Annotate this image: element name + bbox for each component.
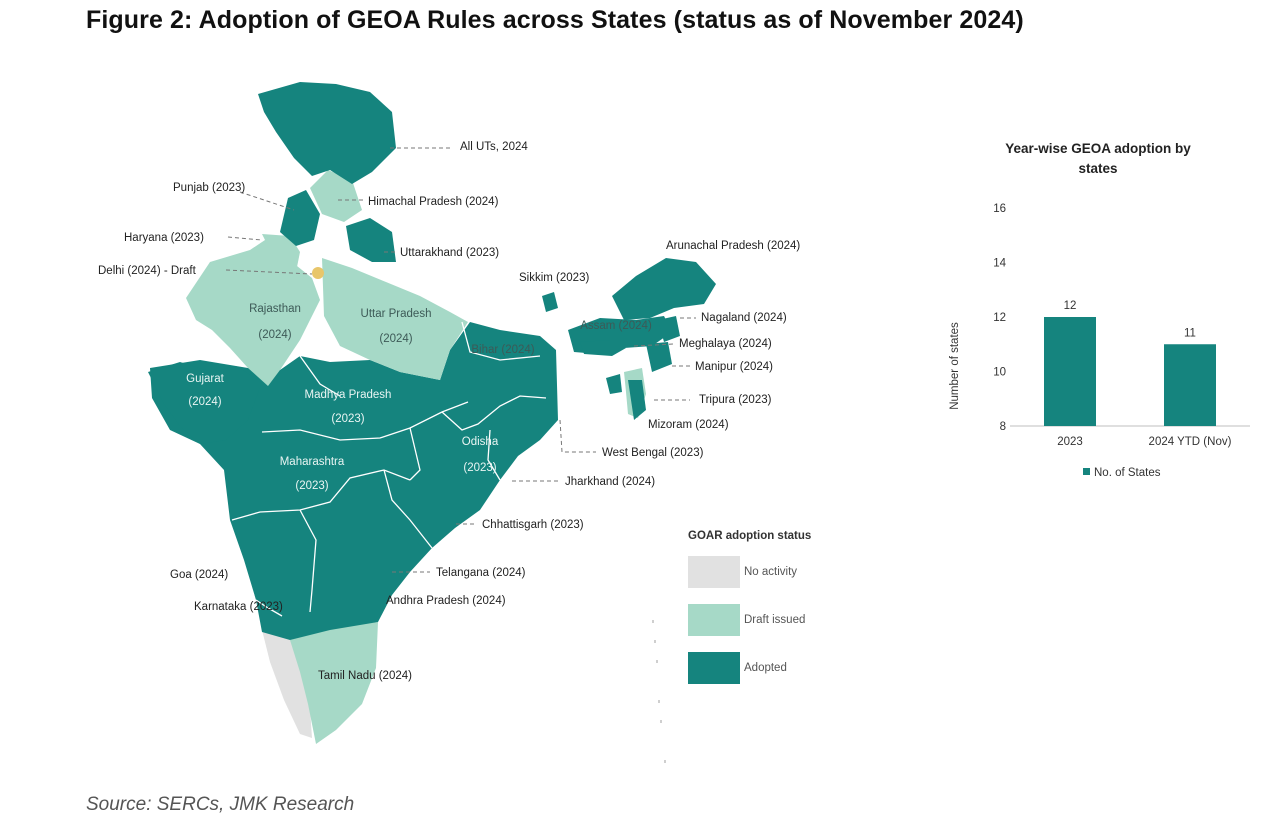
callout-arunachal: Arunachal Pradesh (2024) xyxy=(666,240,800,252)
inset-up-name: Uttar Pradesh xyxy=(361,308,432,320)
callout-karnataka: Karnataka (2023) xyxy=(194,601,283,613)
region-himachal-pradesh xyxy=(310,170,362,222)
region-delhi xyxy=(312,267,324,279)
bar xyxy=(1164,344,1216,426)
legend-label: Draft issued xyxy=(744,614,806,626)
y-tick-label: 10 xyxy=(993,367,1006,379)
region-jammu-kashmir xyxy=(258,82,396,184)
y-tick-label: 14 xyxy=(993,258,1006,270)
callout-goa: Goa (2024) xyxy=(170,569,228,581)
callout-jharkhand: Jharkhand (2024) xyxy=(565,476,655,488)
callout-chhattisgarh: Chhattisgarh (2023) xyxy=(482,519,584,531)
region-uttarakhand xyxy=(346,218,396,262)
legend-item-draft: Draft issued xyxy=(688,604,888,636)
legend-label: No activity xyxy=(744,566,798,578)
legend-swatch-adopted xyxy=(688,652,740,684)
chart-legend: No. of States xyxy=(1083,467,1161,479)
inset-gujarat-year: (2024) xyxy=(188,396,221,408)
figure-title: Figure 2: Adoption of GEOA Rules across … xyxy=(86,6,1024,34)
india-map: All UTs, 2024 Punjab (2023) Himachal Pra… xyxy=(98,82,800,763)
callout-all-uts: All UTs, 2024 xyxy=(460,141,528,153)
y-tick-label: 12 xyxy=(993,312,1006,324)
callout-manipur: Manipur (2024) xyxy=(695,361,773,373)
y-tick-label: 8 xyxy=(1000,421,1006,433)
region-adopted-mainland xyxy=(150,322,558,640)
y-tick-label: 16 xyxy=(993,203,1006,215)
region-tamil-nadu xyxy=(290,622,378,744)
inset-odisha-year: (2023) xyxy=(463,462,496,474)
inset-up-year: (2024) xyxy=(379,333,412,345)
legend-item-no-activity: No activity xyxy=(688,556,888,588)
inset-maharashtra-year: (2023) xyxy=(295,480,328,492)
leader-haryana xyxy=(227,236,263,241)
callout-andhra: Andhra Pradesh (2024) xyxy=(386,595,506,607)
region-sikkim xyxy=(542,292,558,312)
bar-chart: Year-wise GEOA adoption by states Number… xyxy=(949,141,1250,479)
callout-delhi: Delhi (2024) - Draft xyxy=(98,265,197,277)
region-mizoram-south xyxy=(628,380,646,420)
callout-uttarakhand: Uttarakhand (2023) xyxy=(400,247,499,259)
callout-punjab: Punjab (2023) xyxy=(173,182,245,194)
region-manipur xyxy=(646,342,672,372)
callout-meghalaya: Meghalaya (2024) xyxy=(679,338,772,350)
x-tick-label: 2023 xyxy=(1057,436,1083,448)
leader-delhi xyxy=(225,269,313,275)
region-nagaland xyxy=(658,316,680,342)
x-tick-label: 2024 YTD (Nov) xyxy=(1149,436,1232,448)
state-boundaries xyxy=(231,321,547,617)
legend-title: GOAR adoption status xyxy=(688,530,812,542)
region-tripura xyxy=(606,374,622,394)
bar xyxy=(1044,317,1096,426)
region-uttar-pradesh xyxy=(322,258,468,380)
andaman-islands xyxy=(652,620,666,763)
legend-swatch-draft xyxy=(688,604,740,636)
legend-label: Adopted xyxy=(744,662,787,674)
region-arunachal xyxy=(612,258,716,320)
inset-maharashtra-name: Maharashtra xyxy=(280,456,345,468)
inset-gujarat-name: Gujarat xyxy=(186,373,225,385)
inset-assam: Assam (2024) xyxy=(580,320,652,332)
legend-item-adopted: Adopted xyxy=(688,652,888,684)
bar-data-label: 11 xyxy=(1184,327,1196,339)
callout-nagaland: Nagaland (2024) xyxy=(701,312,787,324)
inset-bihar: Bihar (2024) xyxy=(471,344,534,356)
region-haryana xyxy=(262,234,300,272)
region-gujarat xyxy=(148,362,262,444)
inset-mp-name: Madhya Pradesh xyxy=(305,389,392,401)
callout-west-bengal: West Bengal (2023) xyxy=(602,447,704,459)
legend: GOAR adoption status No activity Draft i… xyxy=(688,530,888,700)
region-meghalaya xyxy=(580,340,626,356)
callout-mizoram: Mizoram (2024) xyxy=(648,419,729,431)
y-axis-label: Number of states xyxy=(949,322,961,410)
inset-rajasthan-name: Rajasthan xyxy=(249,303,301,315)
chart-title-line-1: Year-wise GEOA adoption by xyxy=(1005,141,1191,156)
source-note: Source: SERCs, JMK Research xyxy=(86,794,355,815)
region-rajasthan xyxy=(186,238,320,386)
bars: 12 2023 11 2024 YTD (Nov) xyxy=(1044,300,1232,448)
y-ticks: 8 10 12 14 16 xyxy=(993,203,1006,433)
leader-punjab xyxy=(239,191,295,211)
leader-west-bengal xyxy=(559,419,596,453)
region-punjab xyxy=(280,190,320,246)
inset-rajasthan-year: (2024) xyxy=(258,329,291,341)
callout-himachal: Himachal Pradesh (2024) xyxy=(368,196,499,208)
callout-sikkim: Sikkim (2023) xyxy=(519,272,589,284)
inset-mp-year: (2023) xyxy=(331,413,364,425)
callout-haryana: Haryana (2023) xyxy=(124,232,204,244)
callout-tripura: Tripura (2023) xyxy=(699,394,772,406)
chart-legend-swatch xyxy=(1083,468,1090,475)
chart-legend-label: No. of States xyxy=(1094,467,1161,479)
bar-data-label: 12 xyxy=(1064,300,1077,312)
legend-swatch-no-activity xyxy=(688,556,740,588)
chart-title-line-2: states xyxy=(1078,161,1117,176)
callout-tamil-nadu: Tamil Nadu (2024) xyxy=(318,670,412,682)
callout-telangana: Telangana (2024) xyxy=(436,567,526,579)
inset-odisha-name: Odisha xyxy=(462,436,499,448)
